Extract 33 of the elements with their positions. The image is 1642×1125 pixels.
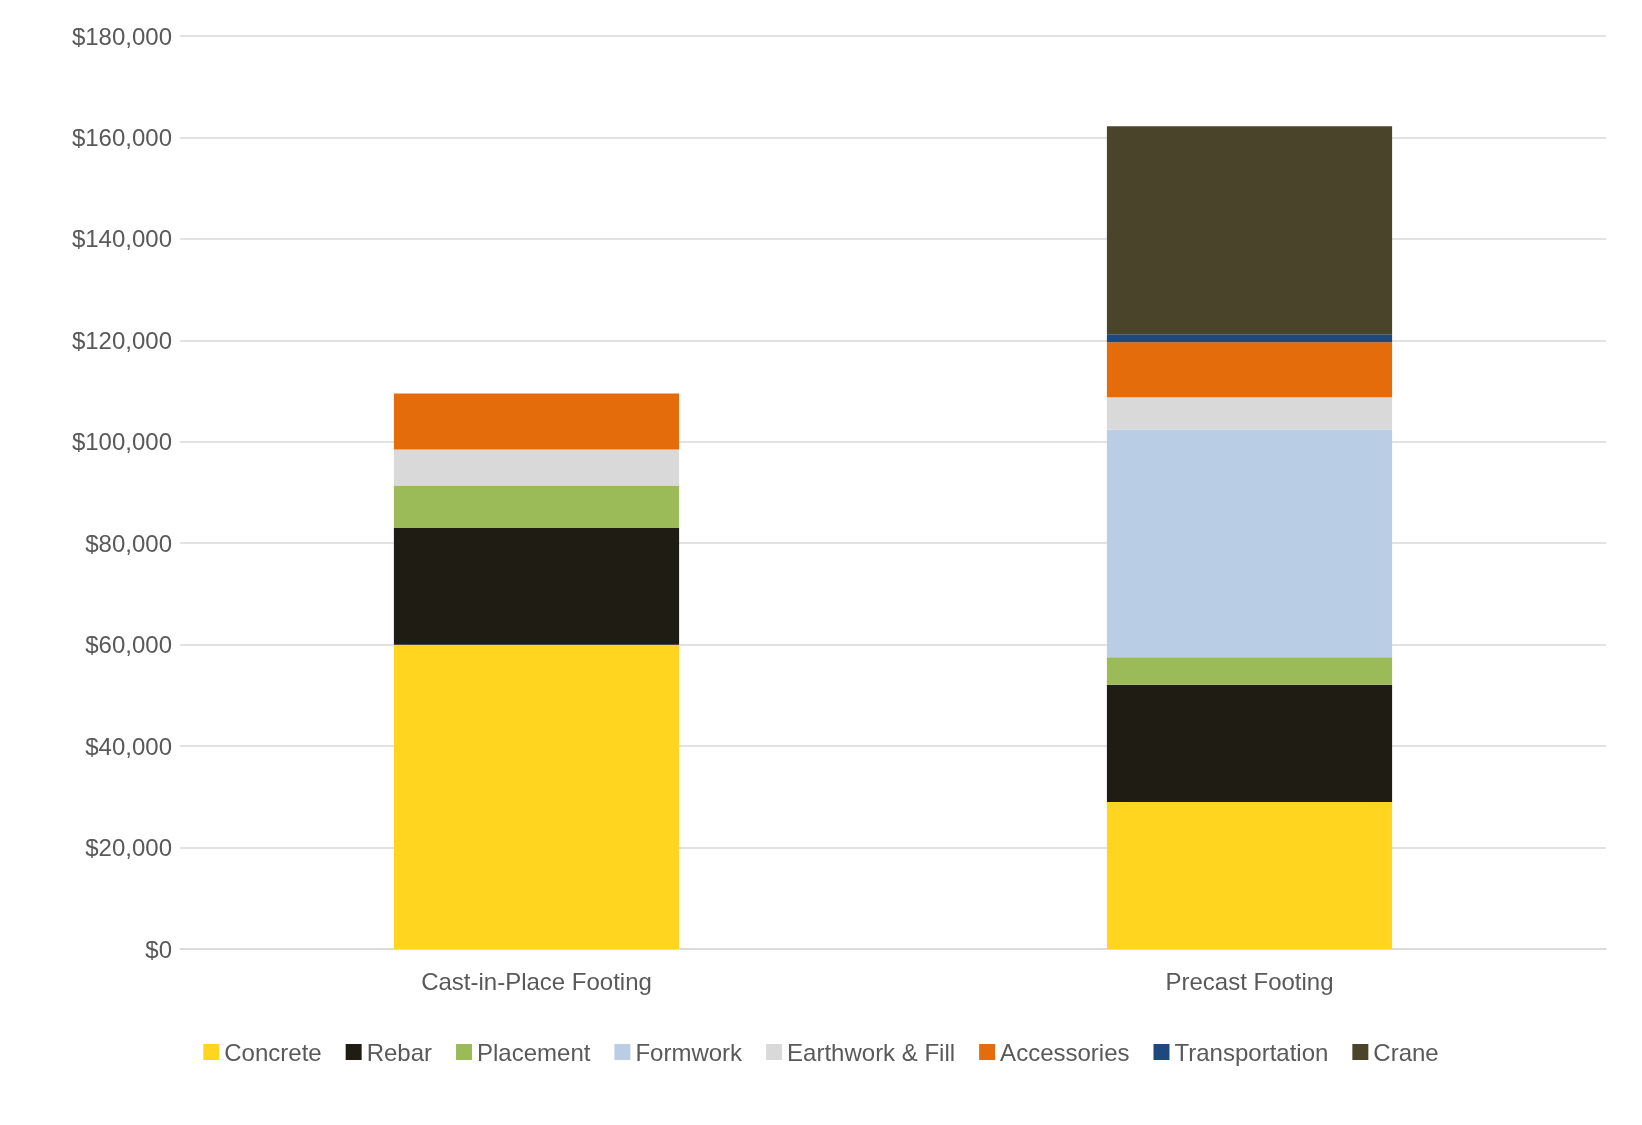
legend-label: Formwork bbox=[635, 1038, 744, 1066]
y-tick-label: $60,000 bbox=[85, 631, 172, 659]
y-tick-label: $120,000 bbox=[71, 326, 172, 354]
legend-label: Transportation bbox=[1174, 1038, 1329, 1066]
bar bbox=[393, 449, 680, 486]
y-tick-label: $0 bbox=[145, 935, 172, 963]
legend-label: Earthwork & Fill bbox=[787, 1038, 956, 1066]
bar bbox=[393, 644, 680, 949]
legend-label: Crane bbox=[1373, 1038, 1439, 1066]
bar bbox=[1106, 342, 1393, 398]
bar bbox=[1106, 397, 1393, 430]
y-tick-label: $40,000 bbox=[85, 732, 172, 760]
y-tick-label: $180,000 bbox=[71, 22, 172, 50]
bar bbox=[393, 528, 680, 645]
y-tick-label: $160,000 bbox=[71, 123, 172, 151]
bar bbox=[393, 485, 680, 529]
legend-label: Rebar bbox=[366, 1038, 433, 1066]
bar bbox=[393, 393, 680, 450]
y-tick-label: $20,000 bbox=[85, 834, 172, 862]
y-tick-label: $80,000 bbox=[85, 529, 172, 557]
x-tick-label: Cast-in-Place Footing bbox=[421, 967, 652, 995]
bar bbox=[1106, 657, 1393, 685]
x-tick-label: Precast Footing bbox=[1165, 967, 1334, 995]
legend-label: Concrete bbox=[224, 1038, 322, 1066]
legend-label: Placement bbox=[477, 1038, 591, 1066]
bar bbox=[1106, 684, 1393, 802]
bar bbox=[1106, 334, 1393, 343]
bar bbox=[1106, 429, 1393, 658]
y-tick-label: $100,000 bbox=[71, 428, 172, 456]
bar bbox=[1106, 801, 1393, 949]
legend-label: Accessories bbox=[1000, 1038, 1130, 1066]
bar bbox=[1106, 126, 1393, 335]
y-tick-label: $140,000 bbox=[71, 225, 172, 253]
